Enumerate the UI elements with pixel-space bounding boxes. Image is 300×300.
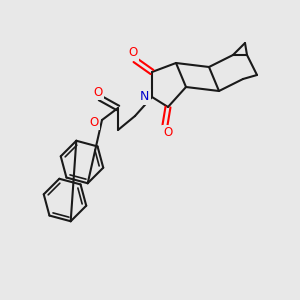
Text: O: O [93,85,103,98]
Text: O: O [164,127,172,140]
Text: O: O [128,46,138,59]
Text: N: N [139,91,149,103]
Text: O: O [89,116,99,128]
